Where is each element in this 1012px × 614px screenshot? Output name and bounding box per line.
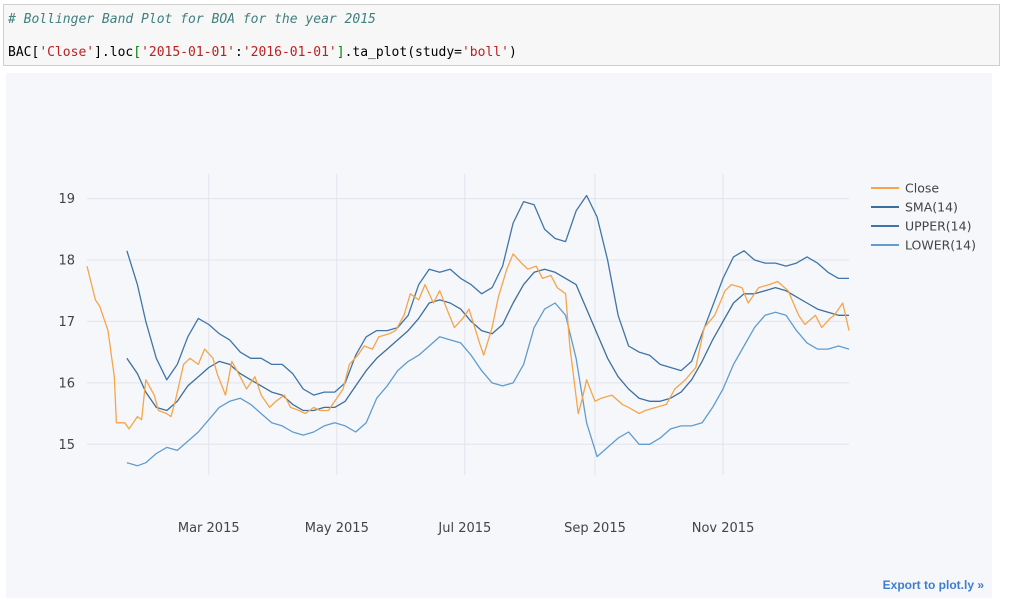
legend-item-lower-14[interactable]: LOWER(14): [871, 238, 976, 253]
code-end-date: '2016-01-01': [242, 45, 337, 60]
code-loc: ].loc: [94, 45, 134, 60]
x-tick-label: Jul 2015: [437, 521, 491, 536]
code-comment: # Bollinger Band Plot for BOA for the ye…: [8, 12, 376, 27]
code-colon: :: [235, 45, 243, 60]
y-tick-label: 17: [58, 315, 75, 330]
code-bracket-close: ]: [336, 45, 345, 60]
code-cell[interactable]: # Bollinger Band Plot for BOA for the ye…: [3, 4, 1000, 66]
x-tick-label: Sep 2015: [564, 521, 626, 536]
code-study-arg: 'boll': [461, 45, 509, 60]
export-to-plotly-link[interactable]: Export to plot.ly »: [882, 578, 984, 592]
legend-label: UPPER(14): [905, 219, 971, 234]
y-tick-label: 16: [58, 376, 75, 391]
legend-label: LOWER(14): [905, 238, 976, 253]
plot-output[interactable]: 15 16 17 18 19 Mar 2015 May 2015 Jul 2015 Sep 20…: [6, 73, 992, 598]
series-line-lower-14[interactable]: [126, 302, 850, 467]
x-tick-label: May 2015: [305, 521, 369, 536]
legend-label: SMA(14): [905, 200, 958, 215]
legend[interactable]: Close SMA(14) UPPER(14) LOWER(14): [871, 181, 976, 253]
series-line-sma-14[interactable]: [126, 268, 849, 412]
y-tick-label: 18: [58, 254, 75, 269]
bollinger-chart[interactable]: 15 16 17 18 19 Mar 2015 May 2015 Jul 2015 Sep 20…: [6, 73, 992, 598]
legend-item-sma-14[interactable]: SMA(14): [871, 200, 958, 215]
legend-item-close[interactable]: Close: [871, 181, 939, 196]
code-paren-close: ): [508, 45, 517, 60]
code-statement: BAC['Close'].loc['2015-01-01':'2016-01-0…: [8, 45, 517, 60]
series-line-close[interactable]: [86, 253, 850, 430]
y-tick-label: 15: [58, 438, 75, 453]
y-tick-label: 19: [58, 192, 75, 207]
legend-label: Close: [905, 181, 939, 196]
axis-layer: 15 16 17 18 19 Mar 2015 May 2015 Jul 2015 Sep 20…: [58, 192, 754, 536]
series-layer: [86, 194, 850, 467]
code-bracket-open: [: [133, 45, 142, 60]
code-column-key: 'Close': [39, 45, 95, 60]
x-tick-label: Mar 2015: [178, 521, 240, 536]
x-tick-label: Nov 2015: [692, 521, 755, 536]
code-call: .ta_plot(study=: [344, 45, 462, 60]
series-line-upper-14[interactable]: [126, 194, 849, 396]
legend-item-upper-14[interactable]: UPPER(14): [871, 219, 971, 234]
code-var: BAC[: [8, 45, 40, 60]
grid-layer: [87, 174, 849, 475]
code-start-date: '2015-01-01': [141, 45, 235, 60]
